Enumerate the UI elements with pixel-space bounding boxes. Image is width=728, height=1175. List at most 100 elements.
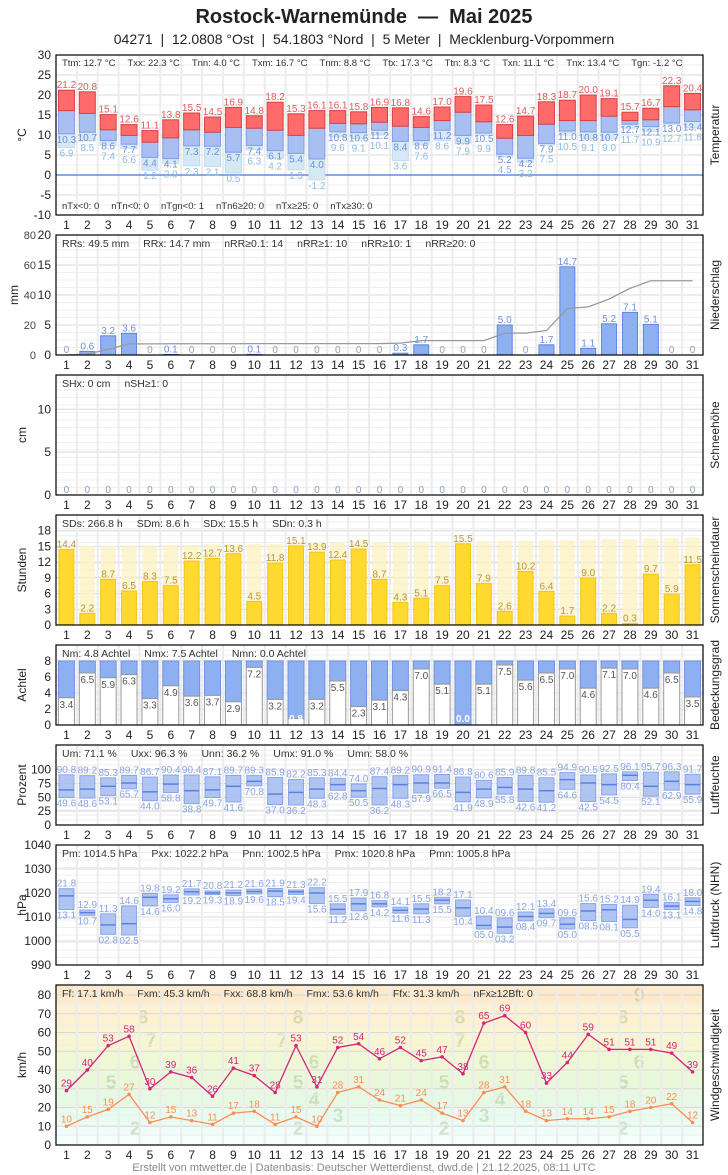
humidity-range-box [308,777,325,799]
x-tick-label: 20 [456,628,470,642]
x-tick-label: 30 [665,498,679,512]
mean-max-bar [350,111,368,125]
y-axis-label: Prozent [15,764,29,806]
x-tick-label: 7 [188,1148,195,1162]
possible-sunshine-bar [497,540,513,625]
x-tick-label: 18 [415,828,429,842]
y-tick-label: 10 [38,128,52,142]
snow-label: 0 [64,485,70,496]
wind-mean-label: 20 [645,1096,657,1107]
x-tick-label: 11 [269,968,282,982]
humidity-range-box [642,771,659,797]
plot-frame [55,374,704,496]
beaufort-digit: 3 [479,1106,490,1127]
x-tick-label: 29 [644,498,658,512]
tmin-label: 10.8 [328,133,348,144]
x-tick-label: 9 [230,358,237,372]
tmax-label: 16.7 [641,98,661,109]
summary-stats: Nm: 4.8 Achtel Nmx: 7.5 Achtel Nmn: 0.0 Ac… [62,648,306,660]
pressure-range-box [308,887,325,905]
stat-value: nTn6≥20: 0 [216,201,265,212]
x-tick-label: 13 [310,728,324,742]
tmin-label: 8.6 [101,142,115,153]
stat-value: Pmx: 1020.8 hPa [334,848,416,860]
sunshine-label: 7.5 [164,576,178,587]
cloud-label: 3.1 [373,702,387,713]
x-tick-label: 8 [209,828,216,842]
precip-label: 0 [439,345,445,356]
wind-max-point [544,1081,549,1085]
beaufort-digits: 2 2 2 23 34 45 5 5 56 6 6 67 7 78 8 8 89 [106,986,645,1140]
wind-mean-label: 17 [228,1101,240,1112]
min-mean-bar [454,111,472,136]
tgmin-label: -1.2 [308,181,326,192]
sunshine-label: 12.2 [182,551,202,562]
wind-mean-point [523,1109,528,1114]
station-info: 04271 | 12.0808 °Ost | 54.1803 °Nord | 5… [113,31,615,47]
footer-credits: Erstellt von mtwetter.de | Datenbasis: D… [132,1162,596,1174]
tgmin-label: 9.9 [477,144,491,155]
snow-label: 0 [85,485,91,496]
min-label: 65.7 [119,790,139,801]
wind-mean-label: 10 [311,1114,323,1125]
pressure-range-box [267,887,284,898]
tmax-label: 16.9 [224,97,244,108]
min-label: 44.0 [140,802,160,813]
sunshine-label: 12.7 [203,548,223,559]
max-label: 87.4 [370,767,390,778]
x-tick-label: 31 [686,498,700,512]
x-tick-label: 22 [498,358,512,372]
x-tick-label: 4 [126,358,133,372]
y-tick-label: 50 [38,790,52,804]
clear-sky-bar [266,660,284,700]
y-tick-label: 2 [44,702,51,716]
x-tick-label: 14 [331,968,345,982]
x-tick-label: 9 [230,1148,237,1162]
possible-sunshine-bar [601,539,617,625]
x-tick-label: 8 [209,358,216,372]
panel-title: Temperatur [708,105,722,166]
x-tick-label: 25 [561,828,575,842]
sunshine-bar [559,615,576,626]
wind-max-point [461,1071,465,1076]
tgmin-label: 10.5 [558,142,578,153]
wind-mean-point [586,1116,591,1121]
stat-value: Pm: 1014.5 hPa [62,848,138,860]
wind-mean-point [231,1111,236,1115]
y-tick-label: 20 [38,228,52,242]
max-label: 12.9 [78,900,98,911]
min-label: 19.6 [245,895,265,906]
x-tick-label: 16 [373,1148,387,1162]
sunshine-bar [350,548,367,626]
humidity-range-box [58,774,75,799]
precip-label: 5.2 [602,314,616,325]
snow-label: 0 [147,485,153,496]
snow-label: 0 [669,485,675,496]
mean-max-bar [642,107,660,121]
y-tick-label: 75 [38,777,52,791]
max-label: 90.5 [578,765,598,776]
y-tick-label: 50 [38,1044,52,1058]
precip-bar [496,324,513,356]
wind-mean-label: 17 [437,1101,449,1112]
y-tick-label: 0 [44,818,51,832]
x-tick-label: 30 [665,1148,679,1162]
x-tick-label: 15 [352,498,366,512]
wind-mean-point [461,1118,465,1123]
min-label: 11.6 [391,914,410,925]
wind-mean-point [690,1120,695,1125]
x-tick-label: 15 [352,728,366,742]
x-tick-label: 27 [602,828,616,842]
panel-title: Luftfeuchte [708,755,722,815]
min-label: 08.4 [516,922,536,933]
tgmin-label: 1.2 [143,171,157,182]
wind-max-point [565,1060,570,1065]
wind-max-label: 54 [353,1032,365,1043]
y-tick-label: 70 [38,1007,52,1021]
min-mean-bar [183,129,201,147]
wind-max-point [106,1043,110,1048]
wind-max-label: 36 [186,1066,198,1077]
tgmin-label: 10.1 [370,141,390,152]
tmin-label: 9.9 [456,136,470,147]
